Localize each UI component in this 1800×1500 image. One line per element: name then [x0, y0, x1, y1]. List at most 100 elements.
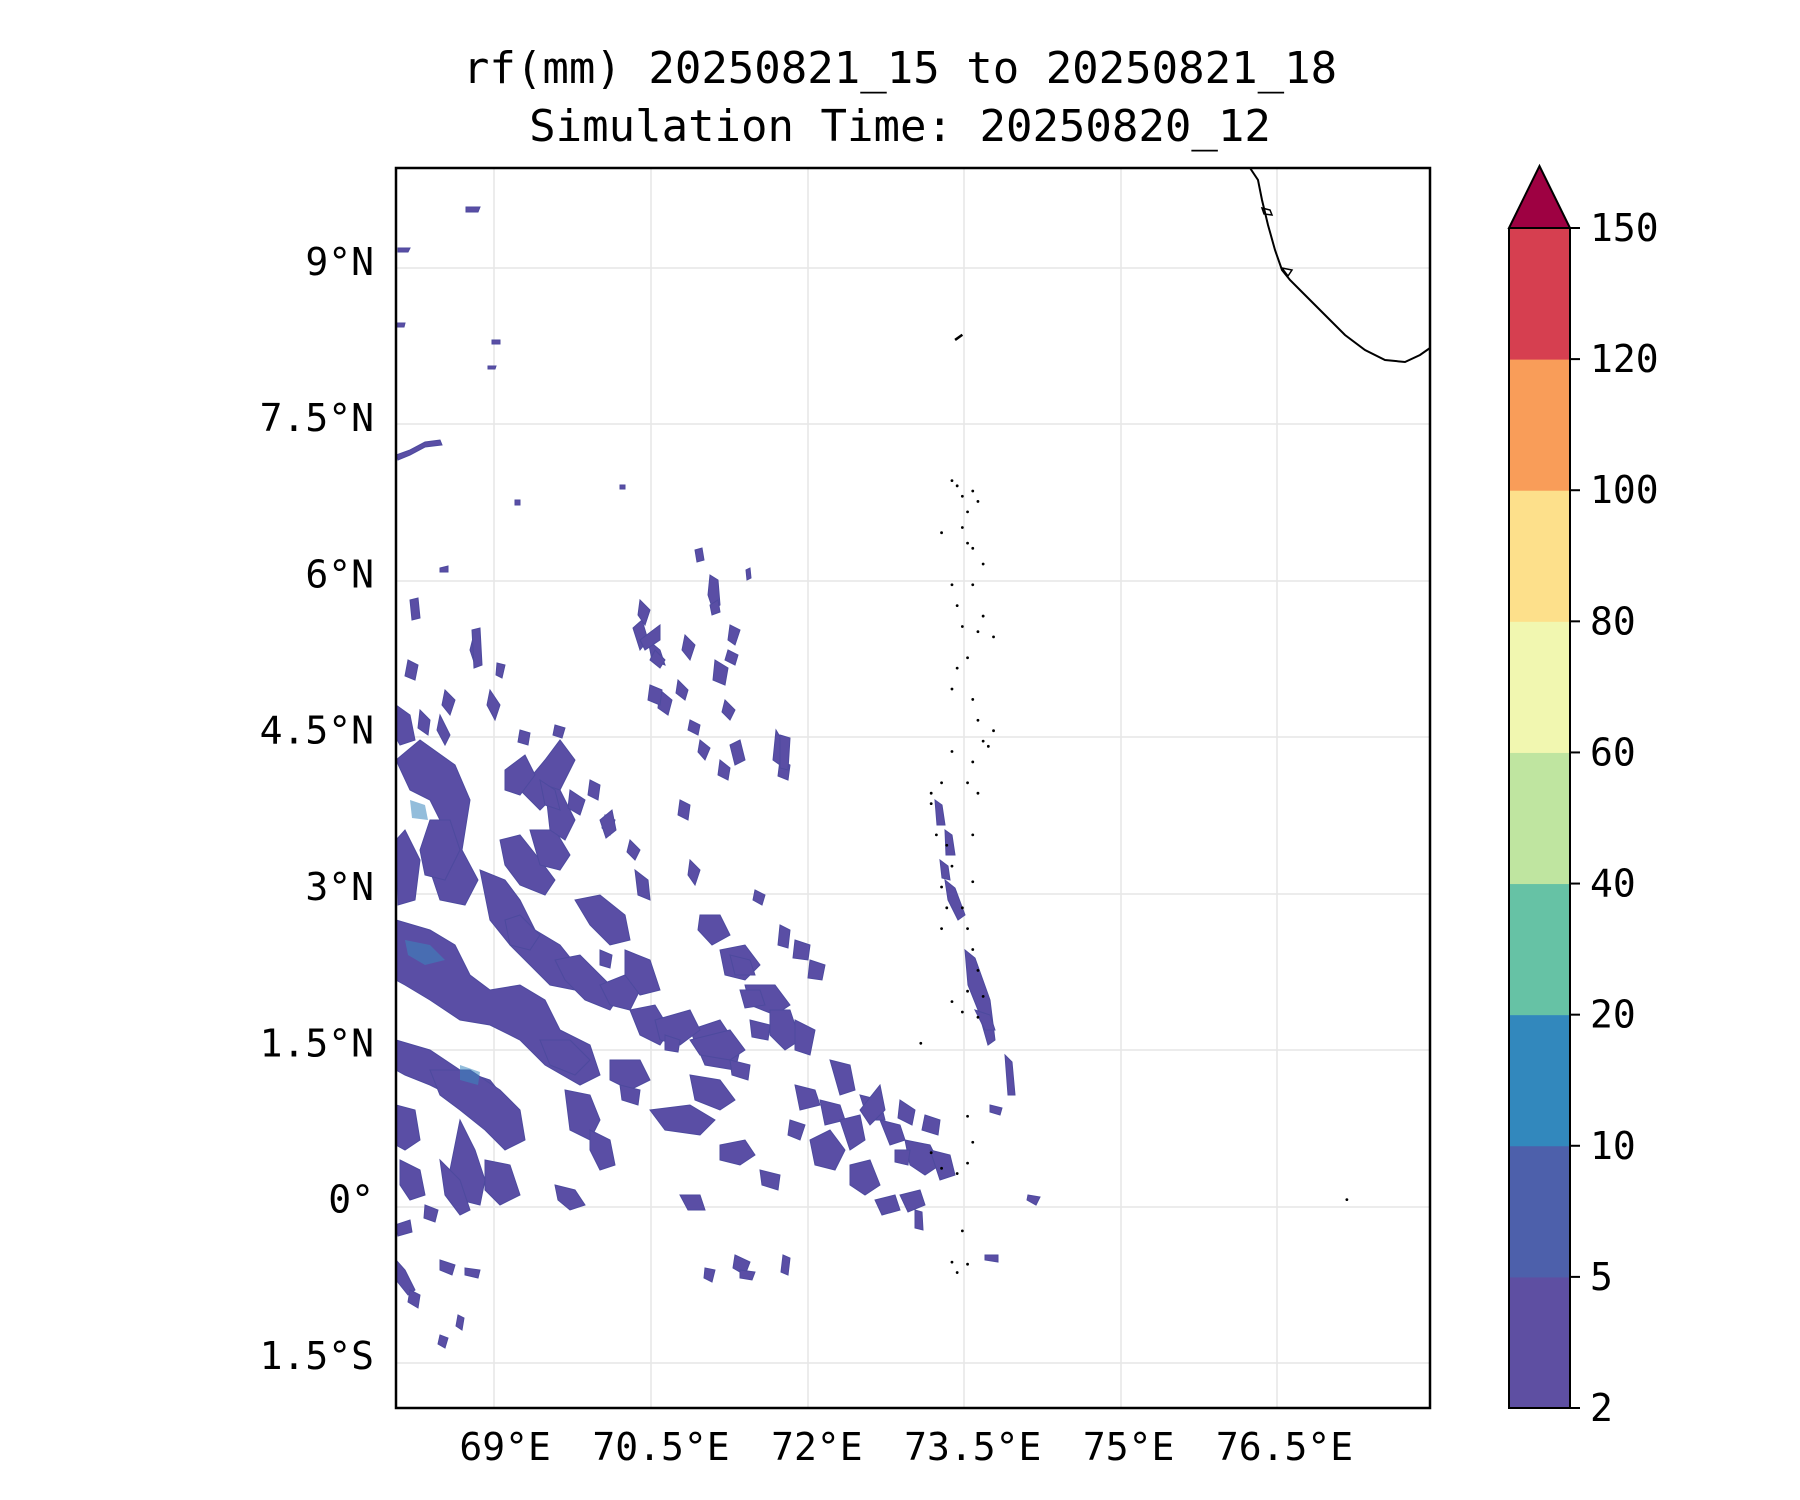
rain-core: [460, 1065, 480, 1085]
rain-cell: [495, 662, 506, 679]
atoll-dot: [971, 546, 975, 550]
rain-cell: [807, 959, 826, 981]
rain-core: [405, 940, 445, 965]
atoll-dot: [992, 729, 995, 733]
atoll-dot: [966, 1114, 969, 1118]
rain-cell: [921, 1114, 941, 1136]
rain-cell: [619, 484, 626, 490]
atoll-dot: [950, 1000, 954, 1004]
rain-cell: [697, 914, 731, 946]
colorbar-tick-label: 60: [1590, 730, 1636, 774]
rain-cell: [777, 924, 791, 949]
rain-cell: [439, 1259, 456, 1276]
colorbar-segment: [1509, 621, 1570, 753]
atoll-dot: [966, 1262, 969, 1266]
rain-cell: [839, 1114, 866, 1151]
colorbar-tick-label: 2: [1590, 1386, 1613, 1430]
rain-cell: [675, 678, 689, 701]
rain-cell: [989, 1104, 1003, 1116]
colorbar-tick-label: 40: [1590, 862, 1636, 906]
atoll-dot: [971, 583, 975, 587]
x-tick-label: 72°E: [771, 1425, 863, 1469]
y-tick-label: 6°N: [305, 552, 374, 596]
rain-cell: [792, 939, 811, 961]
rain-cell: [599, 974, 641, 1011]
atoll-dot: [976, 718, 980, 722]
rain-cell: [439, 565, 449, 573]
rain-cell: [634, 868, 651, 901]
rain-cell: [724, 649, 739, 666]
colorbar-segment: [1509, 490, 1570, 622]
rain-cell: [703, 1267, 716, 1283]
y-tick-label: 4.5°N: [260, 709, 374, 753]
atoll-dot: [981, 614, 985, 618]
rain-cell: [626, 839, 641, 861]
rain-cell: [441, 688, 456, 717]
coastline-island: [1260, 206, 1274, 216]
rain-cell: [794, 1019, 816, 1056]
atoll-dot: [940, 531, 943, 535]
atoll-dot: [971, 698, 975, 701]
rain-cell: [712, 659, 729, 686]
rain-core: [410, 800, 428, 820]
atoll-dot: [966, 541, 969, 545]
rain-cell: [944, 878, 966, 921]
rain-cell: [717, 759, 731, 781]
atoll-dot: [919, 1041, 923, 1045]
rain-cell: [769, 1009, 801, 1051]
rain-cell: [599, 949, 613, 969]
rain-cell: [471, 627, 483, 669]
atoll-dot: [955, 604, 959, 608]
x-tick-label: 76.5°E: [1216, 1425, 1353, 1469]
rain-cell: [437, 1334, 449, 1349]
rain-cell: [894, 1149, 911, 1166]
rain-cell: [697, 739, 711, 761]
rain-cell: [399, 1159, 426, 1201]
rain-cell: [780, 1254, 791, 1276]
rain-cell: [564, 1089, 601, 1141]
rain-cell: [727, 624, 741, 646]
rain-cell: [589, 1129, 616, 1171]
atoll-dot: [950, 583, 954, 587]
rain-cell: [1026, 1194, 1041, 1206]
rain-cell: [729, 739, 746, 766]
atoll-dot: [966, 656, 969, 660]
rain-cell: [517, 729, 531, 746]
atoll-dot: [955, 1172, 959, 1175]
atoll-dot: [971, 760, 975, 764]
colorbar-segment: [1509, 228, 1570, 360]
rain-cell: [689, 1029, 746, 1061]
atoll-dot: [950, 479, 954, 483]
map-title-line-2: Simulation Time: 20250820_12: [529, 101, 1271, 152]
colorbar-tick-label: 120: [1590, 337, 1659, 381]
rain-cell: [809, 1129, 846, 1171]
atoll-dot: [976, 1015, 980, 1019]
rain-cell: [396, 1104, 421, 1151]
rain-cell: [396, 322, 406, 328]
colorbar-segment: [1509, 1145, 1570, 1278]
rain-cell: [874, 1194, 901, 1216]
rain-cell: [619, 1084, 641, 1106]
rain-cell: [429, 1069, 526, 1151]
x-tick-label: 75°E: [1083, 1425, 1175, 1469]
atoll-dot: [981, 995, 985, 998]
x-tick-label: 69°E: [459, 1425, 551, 1469]
y-tick-label: 0°: [328, 1178, 374, 1222]
rain-cell: [729, 1059, 751, 1081]
atoll-dot: [960, 494, 964, 498]
coastline-lagoon: [1280, 266, 1294, 278]
rain-cell: [396, 704, 416, 746]
x-tick-label: 70.5°E: [592, 1425, 729, 1469]
y-tick-label: 1.5°N: [260, 1021, 374, 1065]
rain-cores: [405, 800, 480, 1085]
rain-cell: [689, 1074, 736, 1111]
atoll-dot: [960, 625, 964, 628]
colorbar-segment: [1509, 883, 1570, 1016]
atoll-dot: [945, 906, 949, 910]
rain-cell: [639, 624, 661, 651]
rain-cell: [679, 1194, 706, 1211]
rain-cell: [423, 1204, 439, 1223]
rain-cell: [719, 1139, 756, 1166]
colorbar-tick-label: 10: [1590, 1124, 1636, 1168]
rain-cell: [439, 1158, 471, 1216]
